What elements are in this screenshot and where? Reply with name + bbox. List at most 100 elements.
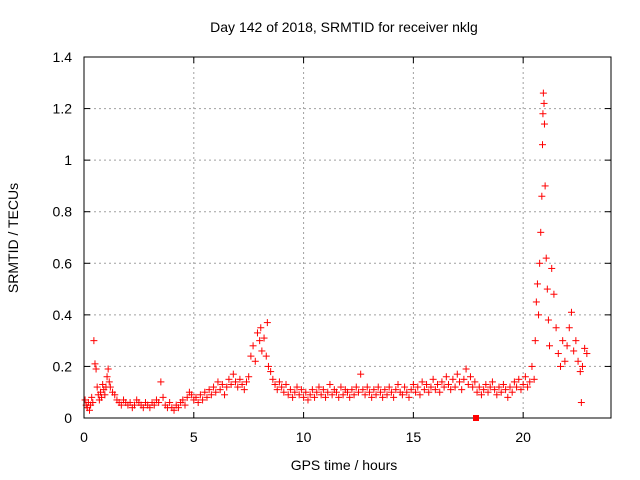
data-point [535, 311, 543, 319]
data-point [482, 380, 490, 388]
data-point [157, 378, 165, 386]
data-point [264, 362, 272, 370]
plot-frame [83, 56, 612, 419]
data-point [540, 120, 548, 128]
data-point [409, 380, 417, 388]
data-point [538, 192, 546, 200]
data-point [210, 383, 218, 391]
data-point [223, 383, 231, 391]
data-point [486, 383, 494, 391]
data-point [242, 378, 250, 386]
data-point [515, 375, 523, 383]
data-point [159, 393, 167, 401]
data-point [554, 350, 562, 358]
data-point [502, 386, 510, 394]
y-axis-label: SRMTID / TECUs [5, 183, 21, 293]
data-point [440, 383, 448, 391]
data-point [170, 406, 178, 414]
y-tick-label: 0.6 [53, 255, 73, 271]
data-point [407, 386, 415, 394]
data-point [425, 388, 433, 396]
data-point [484, 388, 492, 396]
data-point [275, 378, 283, 386]
data-point [401, 383, 409, 391]
data-point [311, 393, 319, 401]
x-tick-label: 10 [296, 429, 312, 445]
data-point [427, 383, 435, 391]
data-point [578, 362, 586, 370]
data-point [532, 298, 540, 306]
data-point [438, 378, 446, 386]
data-point [462, 365, 470, 373]
data-point [370, 386, 378, 394]
data-point [221, 391, 229, 399]
data-point [540, 99, 548, 107]
data-point [372, 391, 380, 399]
data-point [403, 388, 411, 396]
data-point [267, 368, 275, 376]
data-point [91, 360, 99, 368]
data-point [335, 393, 343, 401]
data-point [394, 380, 402, 388]
data-point [333, 388, 341, 396]
data-point [326, 380, 334, 388]
data-point [350, 391, 358, 399]
data-points-layer [81, 89, 591, 414]
data-point [405, 393, 413, 401]
data-point [521, 373, 529, 381]
data-point [181, 401, 189, 409]
x-tick-label: 0 [80, 429, 88, 445]
data-point [273, 386, 281, 394]
data-point [205, 386, 213, 394]
data-point [93, 383, 101, 391]
data-point [541, 182, 549, 190]
data-point [286, 386, 294, 394]
data-point [282, 380, 290, 388]
data-point [533, 280, 541, 288]
data-point [517, 386, 525, 394]
point-marker-square [473, 415, 479, 421]
data-point [361, 391, 369, 399]
data-point [306, 391, 314, 399]
data-point [324, 388, 332, 396]
data-point [262, 352, 270, 360]
data-point [539, 110, 547, 118]
data-point [434, 380, 442, 388]
data-point [90, 337, 98, 345]
data-point [214, 378, 222, 386]
data-point [414, 383, 422, 391]
data-point [499, 380, 507, 388]
data-point [548, 264, 556, 272]
data-point [302, 388, 310, 396]
data-point [357, 370, 365, 378]
data-point [339, 391, 347, 399]
y-tick-label: 1 [64, 152, 72, 168]
data-point [304, 396, 312, 404]
data-point [328, 391, 336, 399]
data-point [212, 388, 220, 396]
data-point [546, 342, 554, 350]
data-point [348, 386, 356, 394]
data-point [477, 391, 485, 399]
data-point [263, 319, 271, 327]
x-tick-label: 20 [515, 429, 531, 445]
data-point [508, 388, 516, 396]
data-point [238, 380, 246, 388]
grid-layer [84, 57, 611, 418]
data-point [269, 375, 277, 383]
data-point [563, 342, 571, 350]
data-point [513, 383, 521, 391]
data-point [317, 391, 325, 399]
data-point [488, 378, 496, 386]
data-point [352, 383, 360, 391]
data-point [442, 373, 450, 381]
data-point [240, 386, 248, 394]
data-point [552, 324, 560, 332]
data-point [392, 386, 400, 394]
data-point [447, 386, 455, 394]
data-point [420, 386, 428, 394]
data-point [436, 388, 444, 396]
data-point [464, 380, 472, 388]
data-point [530, 375, 538, 383]
y-tick-label: 0.2 [53, 358, 73, 374]
